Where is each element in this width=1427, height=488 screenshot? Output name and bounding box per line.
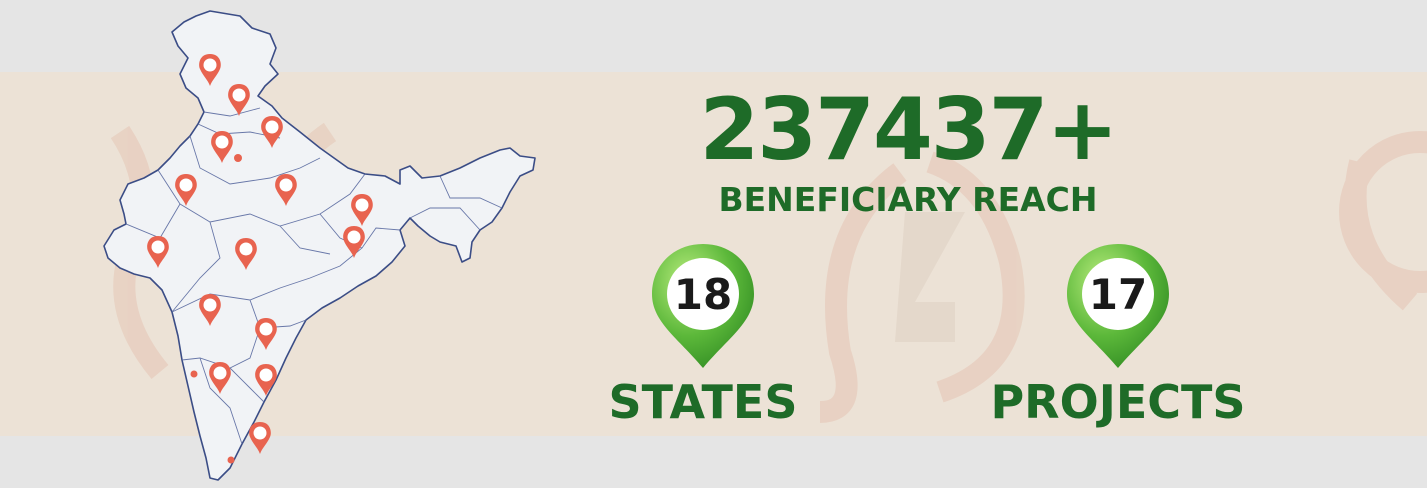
stat-states: 18 STATES	[553, 242, 853, 428]
marker-badge-icon: 18	[652, 244, 754, 368]
beneficiary-count: 237437+	[699, 80, 1118, 180]
marker-badge-icon: 17	[1067, 244, 1169, 368]
location-pin-icon	[147, 54, 373, 454]
beneficiary-block: 237437+ BENEFICIARY REACH	[690, 84, 1126, 220]
stat-projects: 17 PROJECTS	[968, 242, 1268, 428]
stat-states-label: STATES	[608, 375, 798, 429]
stat-projects-label: PROJECTS	[990, 375, 1246, 429]
stat-states-number: 18	[674, 270, 732, 319]
beneficiary-label: BENEFICIARY REACH	[718, 180, 1098, 219]
stat-projects-number: 17	[1089, 270, 1147, 319]
state-pins	[147, 54, 373, 464]
